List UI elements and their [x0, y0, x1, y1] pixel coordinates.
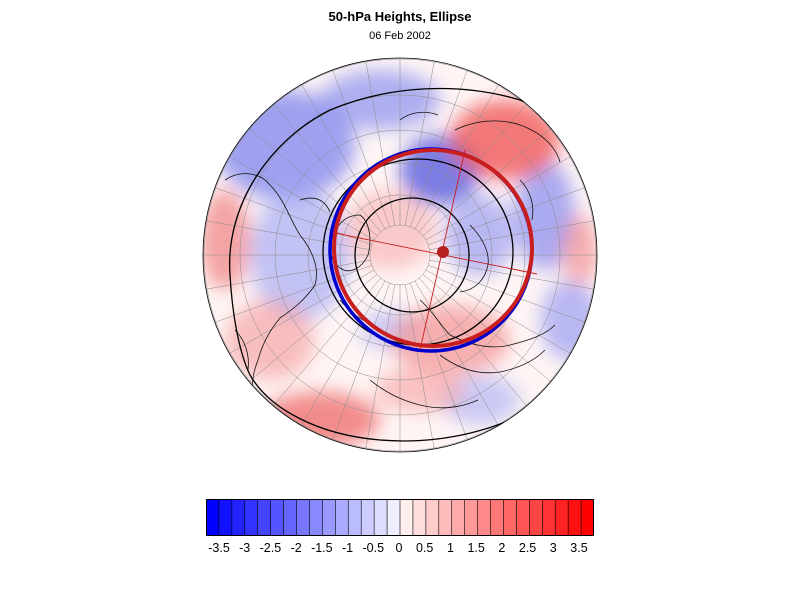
colorbar-cell [360, 499, 375, 536]
colorbar-cell [257, 499, 272, 536]
ellipse-overlay [328, 147, 534, 353]
graticule [203, 58, 597, 452]
colorbar-tick-label: -1.5 [311, 541, 333, 555]
colorbar [206, 499, 594, 536]
ellipse-center-marker [437, 246, 449, 258]
colorbar-cell [270, 499, 285, 536]
colorbar-cell [386, 499, 401, 536]
map-border [202, 57, 598, 453]
chart-subtitle: 06 Feb 2002 [369, 30, 431, 42]
colorbar-cell [206, 499, 220, 536]
colorbar-tick-label: 3.5 [570, 541, 588, 555]
chart-title: 50-hPa Heights, Ellipse [328, 9, 472, 24]
colorbar-tick-label: -2.5 [259, 541, 282, 555]
colorbar-tick-label: -3 [239, 541, 251, 555]
colorbar-tick-label: -1 [342, 541, 354, 555]
colorbar-cell [283, 499, 298, 536]
colorbar-cell [231, 499, 246, 536]
colorbar-cell [503, 499, 518, 536]
colorbar-cell [373, 499, 388, 536]
colorbar-cell [244, 499, 259, 536]
colorbar-cell [438, 499, 453, 536]
colorbar-cell [567, 499, 582, 536]
colorbar-cell [296, 499, 311, 536]
colorbar-cell [464, 499, 479, 536]
colorbar-tick-label: 1 [446, 541, 454, 555]
colorbar-cell [580, 499, 594, 536]
colorbar-labels: -3.5 -3 -2.5 -2 -1.5 -1 -0.5 0 0.5 1 1.5 2 2.5 3 3.5 [0, 541, 800, 561]
colorbar-tick-label: 3 [549, 541, 557, 555]
colorbar-tick-label: -2 [290, 541, 302, 555]
colorbar-cell [399, 499, 414, 536]
colorbar-cell [529, 499, 543, 536]
colorbar-cell [477, 499, 492, 536]
colorbar-cell [541, 499, 556, 536]
colorbar-cell [490, 499, 505, 536]
colorbar-cell [322, 499, 336, 536]
colorbar-cell [347, 499, 362, 536]
colorbar-tick-label: 0 [395, 541, 403, 555]
colorbar-cell [554, 499, 569, 536]
colorbar-cell [516, 499, 530, 536]
colorbar-cell [425, 499, 440, 536]
colorbar-tick-label: -3.5 [208, 541, 230, 555]
colorbar-tick-label: -0.5 [362, 541, 385, 555]
colorbar-cell [335, 499, 349, 536]
colorbar-tick-label: 0.5 [416, 541, 434, 555]
colorbar-cell [451, 499, 466, 536]
colorbar-tick-label: 1.5 [467, 541, 485, 555]
colorbar-cell [412, 499, 427, 536]
colorbar-cell [309, 499, 324, 536]
coastlines [224, 111, 561, 409]
colorbar-tick-label: 2.5 [518, 541, 537, 555]
colorbar-tick-label: 2 [498, 541, 506, 555]
colorbar-cell [218, 499, 233, 536]
